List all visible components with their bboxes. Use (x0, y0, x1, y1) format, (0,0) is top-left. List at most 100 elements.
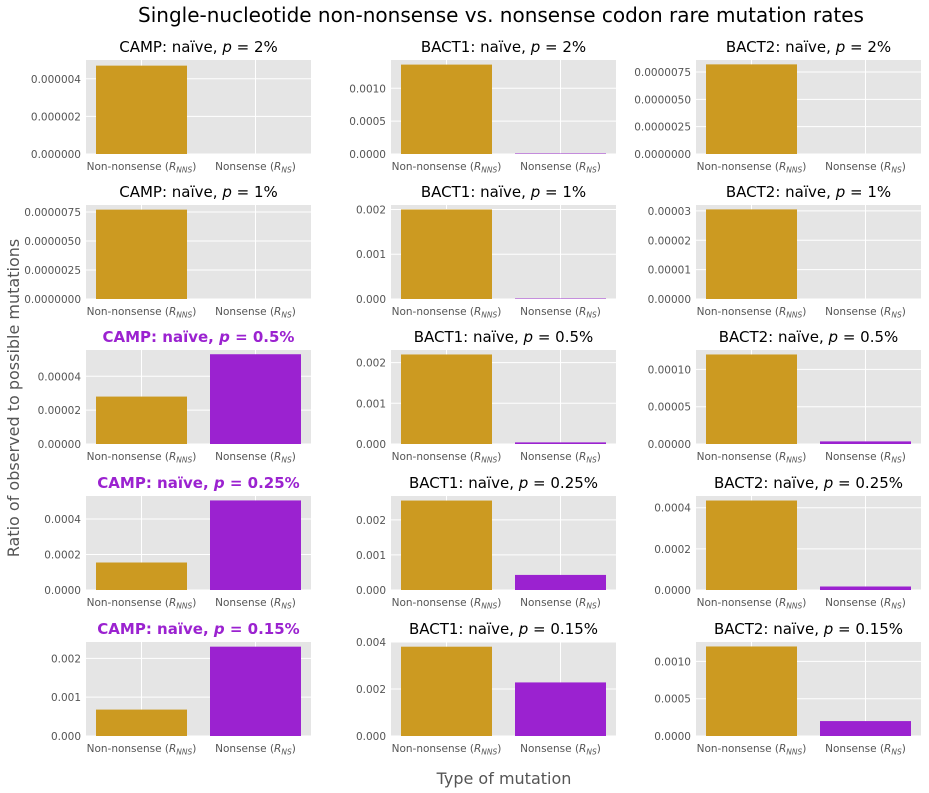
subplot-bact1-4: 0.000 0.002 0.004 Non-nonsense (RNNS) Nonsen… (356, 620, 616, 757)
x-tick-label: Non-nonsense (RNNS) (392, 161, 502, 175)
y-tick-label: 0.001 (51, 692, 81, 704)
bar-nonsense (820, 586, 911, 590)
subplot-title: BACT2: naïve, p = 0.15% (714, 620, 903, 638)
y-tick-label: 0.002 (356, 358, 386, 370)
y-tick-label: 0.0005 (349, 116, 386, 128)
subplot-bact2-0: 0.0000000 0.0000025 0.0000050 0.0000075 Non-… (634, 38, 921, 175)
subplot-camp-2: 0.00000 0.00002 0.00004 Non-nonsense (RNNS)… (38, 328, 311, 465)
bar-non-nonsense (706, 646, 797, 736)
y-tick-label: 0.002 (51, 653, 81, 665)
y-tick-label: 0.00003 (648, 206, 691, 218)
y-tick-label: 0.000 (356, 585, 386, 597)
subplot-title: BACT1: naïve, p = 1% (421, 183, 586, 201)
x-tick-label: Non-nonsense (RNNS) (697, 161, 807, 175)
y-tick-label: 0.0000 (654, 585, 691, 597)
figure-suptitle: Single-nucleotide non-nonsense vs. nonse… (138, 3, 864, 27)
y-tick-label: 0.00004 (38, 371, 82, 383)
bar-nonsense (210, 646, 301, 736)
y-tick-label: 0.00000 (648, 294, 691, 306)
x-tick-label: Non-nonsense (RNNS) (697, 306, 807, 320)
y-tick-label: 0.000002 (31, 111, 81, 123)
y-tick-label: 0.001 (356, 249, 386, 261)
bar-non-nonsense (706, 209, 797, 299)
x-tick-label: Non-nonsense (RNNS) (392, 597, 502, 611)
subplot-title: CAMP: naïve, p = 0.5% (103, 328, 295, 346)
subplot-title: BACT2: naïve, p = 0.5% (719, 328, 899, 346)
figure-xlabel: Type of mutation (436, 769, 572, 788)
x-tick-label: Nonsense (RNS) (520, 306, 601, 320)
y-tick-label: 0.00010 (648, 364, 691, 376)
x-tick-label: Nonsense (RNS) (520, 451, 601, 465)
x-tick-label: Non-nonsense (RNNS) (87, 306, 197, 320)
bar-non-nonsense (706, 354, 797, 444)
y-tick-label: 0.0000050 (634, 94, 691, 106)
bar-non-nonsense (401, 500, 492, 590)
x-tick-label: Nonsense (RNS) (825, 161, 906, 175)
y-tick-label: 0.00000 (648, 439, 691, 451)
y-tick-label: 0.0010 (349, 83, 386, 95)
x-tick-label: Non-nonsense (RNNS) (697, 597, 807, 611)
bar-non-nonsense (96, 562, 187, 590)
bar-nonsense (210, 354, 301, 444)
subplot-bact1-1: 0.000 0.001 0.002 Non-nonsense (RNNS) Nonsen… (356, 183, 616, 320)
x-tick-label: Non-nonsense (RNNS) (392, 743, 502, 757)
x-tick-label: Nonsense (RNS) (825, 597, 906, 611)
bar-non-nonsense (706, 64, 797, 154)
subplot-title: BACT1: naïve, p = 0.5% (414, 328, 594, 346)
bar-nonsense (210, 500, 301, 590)
x-tick-label: Nonsense (RNS) (215, 743, 296, 757)
y-tick-label: 0.0000 (44, 585, 81, 597)
subplot-grid: 0.000000 0.000002 0.000004 Non-nonsense (RN… (24, 38, 921, 757)
subplot-title: BACT2: naïve, p = 1% (726, 183, 891, 201)
bar-nonsense (820, 441, 911, 444)
x-tick-label: Nonsense (RNS) (520, 597, 601, 611)
subplot-title: CAMP: naïve, p = 1% (119, 183, 278, 201)
y-tick-label: 0.0000050 (24, 236, 81, 248)
subplot-camp-1: 0.0000000 0.0000025 0.0000050 0.0000075 Non-… (24, 183, 311, 320)
subplot-title: BACT2: naïve, p = 0.25% (714, 474, 903, 492)
bar-nonsense (820, 721, 911, 736)
y-tick-label: 0.0004 (44, 514, 81, 526)
bar-non-nonsense (401, 646, 492, 736)
y-tick-label: 0.0004 (654, 503, 691, 515)
x-tick-label: Non-nonsense (RNNS) (87, 597, 197, 611)
subplot-bact1-0: 0.0000 0.0005 0.0010 Non-nonsense (RNNS) Non… (349, 38, 616, 175)
x-tick-label: Nonsense (RNS) (215, 451, 296, 465)
x-tick-label: Non-nonsense (RNNS) (392, 306, 502, 320)
x-tick-label: Non-nonsense (RNNS) (392, 451, 502, 465)
x-tick-label: Nonsense (RNS) (825, 743, 906, 757)
subplot-title: BACT1: naïve, p = 0.25% (409, 474, 598, 492)
subplot-title: CAMP: naïve, p = 2% (119, 38, 278, 56)
y-tick-label: 0.002 (356, 684, 386, 696)
bar-nonsense (515, 574, 606, 590)
y-tick-label: 0.000 (51, 731, 81, 743)
y-tick-label: 0.0000075 (24, 207, 81, 219)
subplot-camp-4: 0.000 0.001 0.002 Non-nonsense (RNNS) Nonsen… (51, 620, 311, 757)
y-tick-label: 0.002 (356, 204, 386, 216)
subplot-bact2-2: 0.00000 0.00005 0.00010 Non-nonsense (RNNS)… (648, 328, 921, 465)
y-tick-label: 0.00002 (648, 235, 691, 247)
y-tick-label: 0.000000 (31, 149, 81, 161)
subplot-bact2-3: 0.0000 0.0002 0.0004 Non-nonsense (RNNS) Non… (654, 474, 921, 611)
subplot-title: BACT1: naïve, p = 2% (421, 38, 586, 56)
x-tick-label: Nonsense (RNS) (215, 306, 296, 320)
bar-non-nonsense (401, 64, 492, 154)
y-tick-label: 0.0005 (654, 694, 691, 706)
bar-nonsense (515, 442, 606, 444)
subplot-bact2-4: 0.0000 0.0005 0.0010 Non-nonsense (RNNS) Non… (654, 620, 921, 757)
subplot-bact2-1: 0.00000 0.00001 0.00002 0.00003 Non-nonsense… (648, 183, 921, 320)
bar-non-nonsense (96, 65, 187, 154)
x-tick-label: Non-nonsense (RNNS) (87, 161, 197, 175)
subplot-title: CAMP: naïve, p = 0.25% (97, 474, 299, 492)
bar-nonsense (515, 682, 606, 736)
bar-non-nonsense (96, 209, 187, 299)
y-tick-label: 0.00005 (648, 402, 691, 414)
y-tick-label: 0.000 (356, 731, 386, 743)
bar-non-nonsense (706, 500, 797, 590)
x-tick-label: Non-nonsense (RNNS) (697, 451, 807, 465)
y-tick-label: 0.000004 (31, 74, 81, 86)
y-tick-label: 0.00002 (38, 405, 81, 417)
y-tick-label: 0.000 (356, 439, 386, 451)
y-tick-label: 0.0000 (654, 731, 691, 743)
